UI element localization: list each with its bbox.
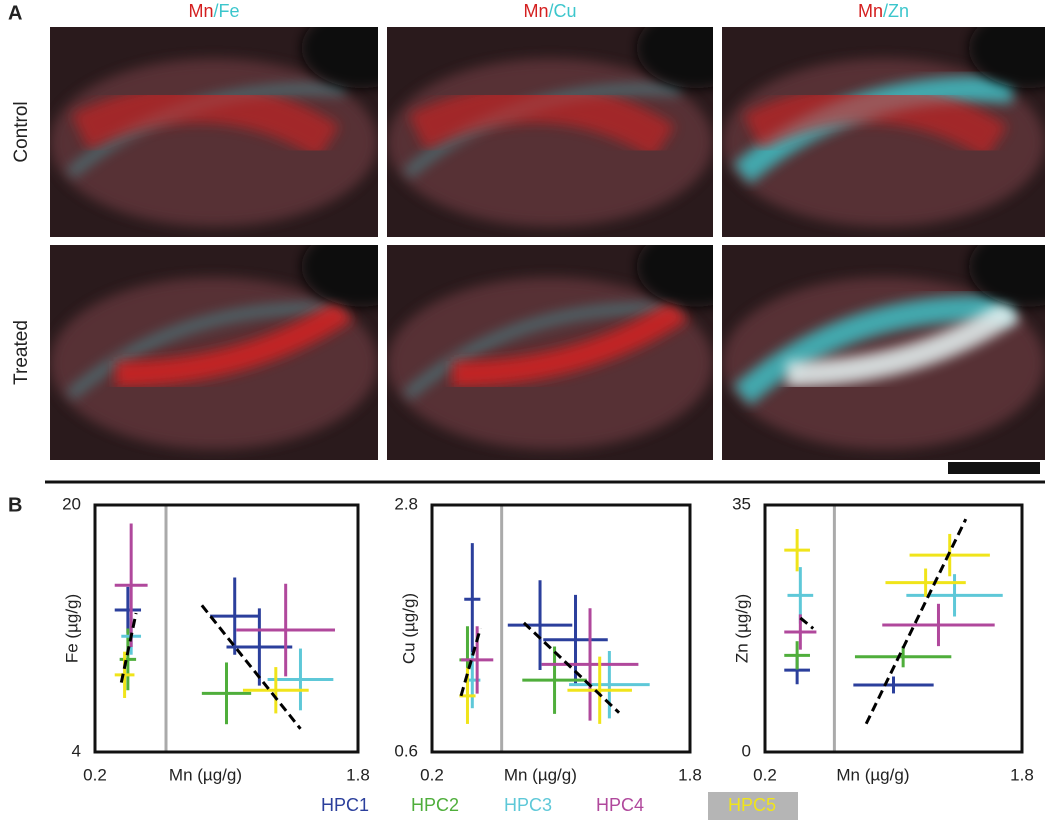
fit-line: [522, 621, 621, 714]
tissue-band: [403, 302, 681, 401]
title-part: /Cu: [549, 1, 577, 21]
y-tick-label: 2.8: [394, 494, 418, 513]
y-tick-label: 20: [62, 494, 81, 513]
dark-region: [636, 245, 713, 307]
image-tile: [387, 245, 713, 460]
image-content: [50, 27, 378, 227]
x-tick-label: 1.8: [346, 765, 370, 784]
dark-region: [636, 27, 713, 88]
x-tick-label: 1.8: [678, 765, 702, 784]
image-tile: [722, 245, 1045, 460]
scale-bar: [948, 462, 1040, 474]
y-axis-label: Zn (µg/g): [732, 594, 751, 663]
x-tick-label: 0.2: [753, 765, 777, 784]
plot-area: [114, 505, 335, 752]
fit-line: [864, 518, 968, 725]
image-content: [50, 245, 378, 450]
image-tile: [387, 27, 713, 237]
column-title: Mn/Fe: [188, 1, 239, 21]
tissue-band: [733, 295, 1014, 406]
dark-region: [968, 27, 1045, 88]
legend-highlight: [708, 792, 798, 820]
title-part: /Zn: [883, 1, 909, 21]
fit-line: [799, 616, 815, 630]
legend-entry: HPC3: [504, 795, 552, 815]
x-tick-label: 1.8: [1010, 765, 1034, 784]
plot-area: [459, 505, 650, 752]
fit-line: [119, 612, 138, 683]
image-tile: [722, 27, 1045, 237]
fit-line: [459, 628, 482, 697]
panel-label: B: [8, 494, 22, 516]
x-axis-label: Mn (µg/g): [504, 765, 577, 784]
plot-frame: [430, 503, 692, 754]
title-part: Mn: [858, 1, 883, 21]
y-tick-label: 0: [742, 741, 751, 760]
panel-label: A: [8, 2, 22, 24]
plot-frame: [763, 503, 1024, 754]
y-tick-label: 4: [72, 741, 81, 760]
image-content: [387, 27, 713, 227]
x-tick-label: 0.2: [83, 765, 107, 784]
title-part: Mn: [523, 1, 548, 21]
legend-entry: HPC1: [321, 795, 369, 815]
x-axis-label: Mn (µg/g): [169, 765, 242, 784]
title-part: Mn: [188, 1, 213, 21]
row-label: Treated: [11, 320, 32, 385]
dark-region: [301, 245, 378, 307]
y-tick-label: 35: [732, 494, 751, 513]
tissue-band: [66, 302, 346, 401]
y-axis-label: Cu (µg/g): [399, 593, 418, 664]
plot-area: [784, 505, 1003, 752]
image-content: [722, 245, 1045, 450]
mn-band: [408, 82, 675, 160]
mn-band: [71, 82, 340, 160]
column-title: Mn/Cu: [523, 1, 576, 21]
y-tick-label: 0.6: [394, 741, 418, 760]
legend-entry: HPC2: [411, 795, 459, 815]
legend-entry: HPC4: [596, 795, 644, 815]
y-axis-label: Fe (µg/g): [62, 594, 81, 663]
fit-line: [200, 604, 302, 730]
image-tile: [50, 27, 378, 237]
x-axis-label: Mn (µg/g): [836, 765, 909, 784]
legend-entry: HPC5: [728, 795, 776, 815]
mn-band: [743, 82, 1008, 160]
plot-frame: [93, 503, 360, 754]
mn-band: [452, 298, 688, 387]
image-tile: [50, 245, 378, 460]
image-content: [722, 27, 1045, 227]
x-tick-label: 0.2: [420, 765, 444, 784]
mn-band: [115, 298, 353, 387]
column-title: Mn/Zn: [858, 1, 909, 21]
image-content: [387, 245, 713, 450]
row-label: Control: [11, 101, 32, 162]
mn-band: [786, 298, 1020, 387]
dark-region: [301, 27, 378, 88]
dark-region: [968, 245, 1045, 307]
title-part: /Fe: [214, 1, 240, 21]
